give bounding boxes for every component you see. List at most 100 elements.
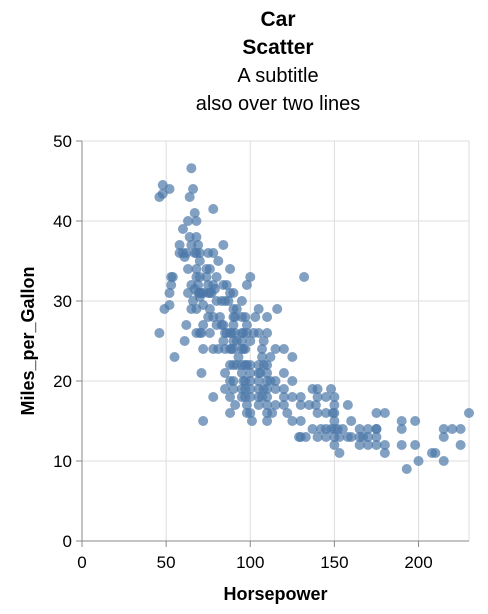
chart-subtitle-line-2: also over two lines — [195, 93, 361, 115]
data-point — [196, 328, 207, 338]
data-point — [262, 400, 273, 410]
data-point — [267, 408, 278, 418]
data-point — [312, 432, 323, 442]
data-point — [245, 408, 256, 418]
data-point — [371, 440, 382, 450]
data-point — [166, 280, 177, 290]
data-point — [240, 312, 251, 322]
data-point — [300, 432, 311, 442]
data-point — [221, 280, 232, 290]
data-point — [204, 328, 215, 338]
points — [154, 163, 474, 474]
data-point — [220, 368, 231, 378]
data-point — [253, 400, 264, 410]
data-point — [183, 216, 194, 226]
data-point — [245, 376, 256, 386]
data-point — [236, 368, 247, 378]
data-point — [245, 336, 256, 346]
data-point — [193, 240, 204, 250]
data-point — [262, 312, 273, 322]
data-point — [236, 296, 247, 306]
data-point — [223, 296, 234, 306]
x-tick-label: 0 — [77, 553, 86, 572]
title-block: Car Scatter A subtitle also over two lin… — [0, 6, 488, 118]
data-point — [320, 392, 331, 402]
data-point — [208, 204, 219, 214]
data-point — [194, 248, 205, 258]
data-point — [181, 320, 192, 330]
data-point — [209, 284, 220, 294]
data-point — [334, 448, 345, 458]
data-point — [272, 304, 283, 314]
data-point — [262, 328, 273, 338]
data-point — [379, 408, 390, 418]
data-point — [310, 400, 321, 410]
data-point — [307, 424, 318, 434]
data-point — [184, 192, 195, 202]
data-point — [354, 440, 365, 450]
data-point — [262, 368, 273, 378]
data-point — [262, 392, 273, 402]
data-point — [396, 416, 407, 426]
axes: 0 50 100 150 200 0 10 20 30 40 50 — [53, 132, 469, 572]
data-point — [231, 304, 242, 314]
data-point — [270, 376, 281, 386]
y-tick-label: 10 — [53, 452, 72, 471]
data-point — [186, 163, 197, 174]
data-point — [218, 240, 229, 250]
data-point — [329, 400, 340, 410]
data-point — [204, 304, 215, 314]
data-point — [438, 432, 449, 442]
data-point — [194, 256, 205, 266]
data-point — [196, 368, 207, 378]
data-point — [181, 248, 192, 258]
data-point — [312, 384, 323, 394]
data-point — [241, 280, 252, 290]
data-point — [191, 264, 202, 274]
data-point — [228, 288, 239, 298]
data-point — [287, 352, 298, 362]
data-point — [177, 224, 188, 234]
data-point — [228, 376, 239, 386]
data-point — [225, 408, 236, 418]
data-point — [167, 272, 178, 282]
data-point — [241, 320, 252, 330]
data-point — [164, 288, 175, 298]
data-point — [204, 264, 215, 274]
data-point — [208, 392, 219, 402]
data-point — [299, 272, 310, 282]
data-point — [320, 432, 331, 442]
data-point — [295, 392, 306, 402]
data-point — [257, 352, 268, 362]
data-point — [371, 424, 382, 434]
data-point — [193, 280, 204, 290]
data-point — [278, 400, 289, 410]
x-tick-label: 100 — [236, 553, 264, 572]
data-point — [278, 384, 289, 394]
data-point — [225, 392, 236, 402]
data-point — [371, 408, 382, 418]
data-point — [201, 272, 212, 282]
data-point — [455, 440, 466, 450]
data-point — [287, 392, 298, 402]
data-point — [179, 336, 190, 346]
data-point — [240, 344, 251, 354]
data-point — [245, 272, 256, 282]
data-point — [250, 312, 261, 322]
data-point — [253, 376, 264, 386]
data-point — [270, 400, 281, 410]
data-point — [208, 248, 219, 258]
data-point — [329, 440, 340, 450]
data-point — [257, 344, 268, 354]
y-tick-label: 30 — [53, 292, 72, 311]
data-point — [233, 352, 244, 362]
data-point — [253, 328, 264, 338]
data-point — [262, 384, 273, 394]
data-point — [258, 336, 269, 346]
data-point — [246, 416, 257, 426]
data-point — [413, 456, 424, 466]
data-point — [337, 424, 348, 434]
data-point — [329, 392, 340, 402]
data-point — [220, 384, 231, 394]
data-point — [169, 352, 180, 362]
